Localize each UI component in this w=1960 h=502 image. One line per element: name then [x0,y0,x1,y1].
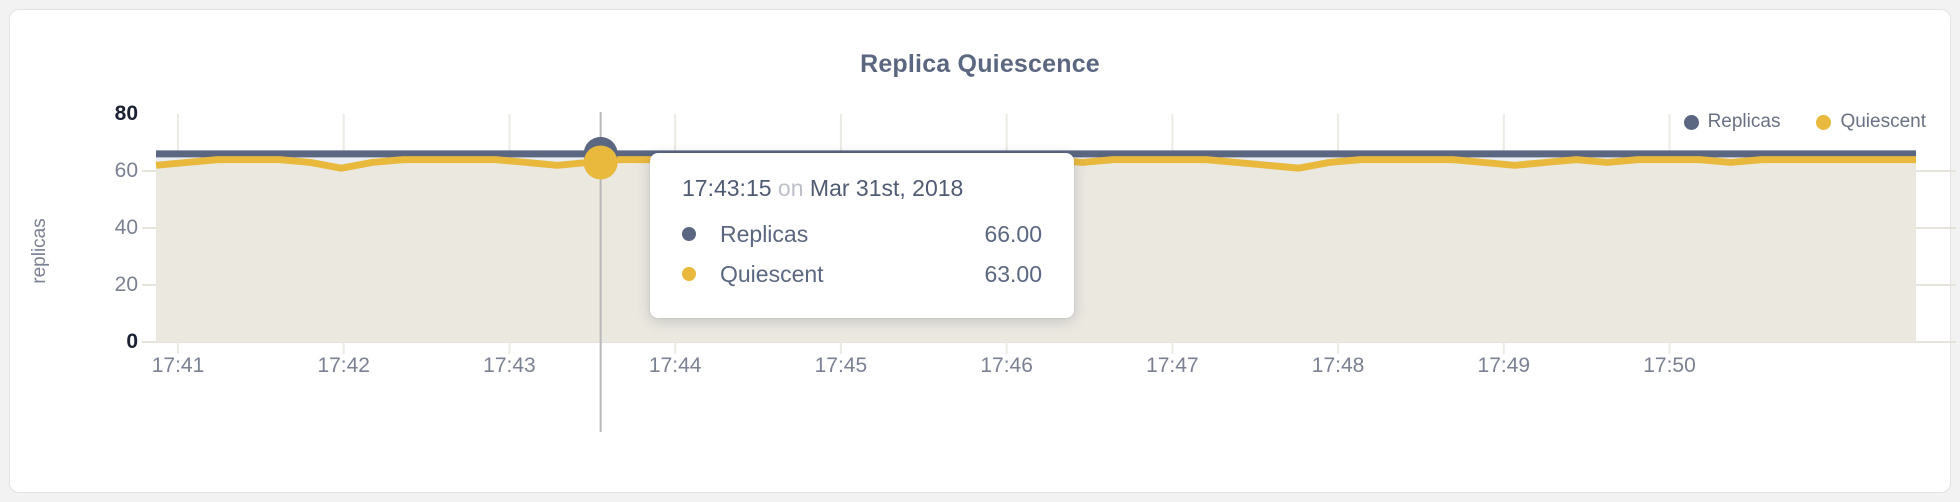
chart-card: Replica Quiescence Replicas Quiescent re… [9,9,1956,493]
tooltip-time: 17:43:15 [682,175,772,201]
tooltip-series-value: 63.00 [984,260,1042,287]
x-tick-label: 17:50 [1643,354,1696,377]
tooltip-header: 17:43:15 on Mar 31st, 2018 [682,175,1042,202]
y-tick-label: 60 [114,159,138,182]
x-tick-label: 17:48 [1311,354,1365,377]
legend-item-quiescent[interactable]: Quiescent [1816,111,1926,133]
page-title: Replica Quiescence [860,50,1100,78]
y-tick-label: 40 [114,216,138,239]
x-tick-label: 17:45 [814,354,868,377]
tooltip-on-word: on [777,175,804,201]
legend-dot-icon [1683,114,1699,130]
x-tick-label: 17:44 [648,354,702,377]
chart-legend: Replicas Quiescent [1683,111,1926,133]
x-tick-label: 17:49 [1477,354,1531,377]
tooltip-row-quiescent: Quiescent 63.00 [682,254,1042,294]
legend-label: Quiescent [1840,111,1926,132]
y-tick-label: 20 [114,273,138,296]
x-tick-label: 17:47 [1146,354,1199,377]
x-tick-label: 17:46 [980,354,1033,377]
y-tick-label: 80 [114,102,138,125]
x-tick-label: 17:41 [151,354,205,377]
tooltip-date: Mar 31st, 2018 [809,175,964,201]
tooltip-series-value: 66.00 [984,220,1042,247]
x-tick-label: 17:43 [483,354,536,377]
y-tick-label: 0 [126,330,138,353]
x-tick-label: 17:42 [317,354,370,377]
series-dot-icon [682,227,696,241]
legend-dot-icon [1816,114,1832,130]
tooltip-row-replicas: Replicas 66.00 [682,214,1042,254]
series-dot-icon [682,267,696,281]
legend-item-replicas[interactable]: Replicas [1683,111,1781,133]
hover-marker-quiescent [583,145,618,180]
tooltip-series-name: Replicas [720,220,809,247]
y-axis-title: replicas [29,218,50,284]
chart-tooltip: 17:43:15 on Mar 31st, 2018 Replicas 66.0… [650,153,1074,318]
legend-label: Replicas [1707,111,1781,132]
tooltip-series-name: Quiescent [720,260,824,287]
